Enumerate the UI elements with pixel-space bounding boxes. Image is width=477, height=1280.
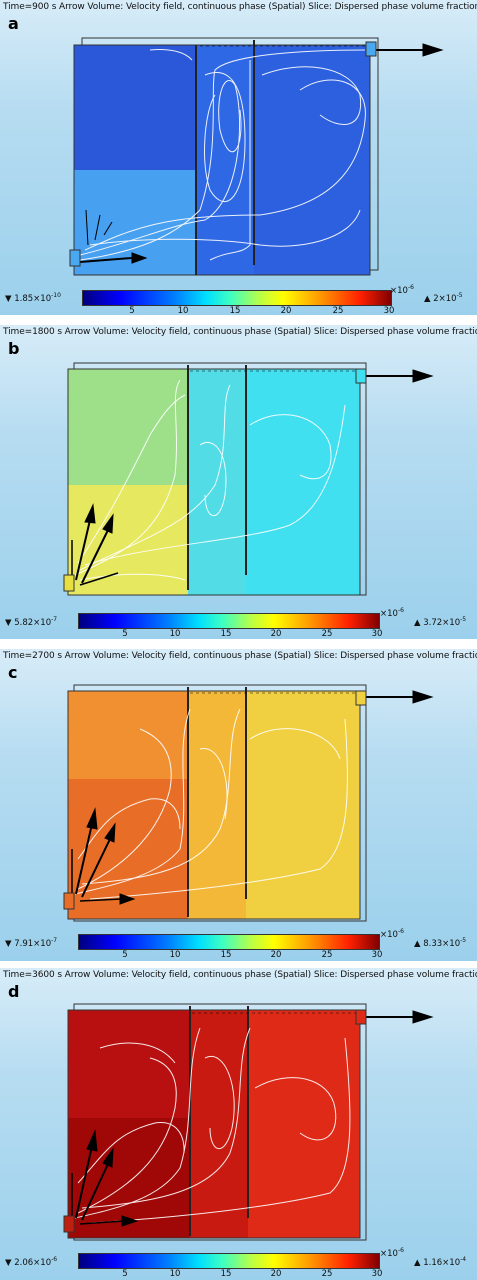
tank-right-compartment	[248, 1010, 360, 1238]
min-value: ▼ 1.85×10-10	[5, 292, 61, 304]
panel-letter: d	[8, 982, 20, 1001]
colorbar-unit: ×10-6	[380, 607, 404, 619]
simulation-plot	[69, 37, 444, 276]
panel-time-label: Time=900 s Arrow Volume: Velocity field,…	[3, 2, 477, 12]
colorbar-tick: 10	[169, 950, 181, 960]
colorbar-tick: 10	[169, 629, 181, 639]
min-value: ▼ 7.91×10-7	[5, 937, 58, 949]
colorbar-tick: 5	[122, 1269, 128, 1279]
outlet	[355, 368, 367, 384]
outlet	[365, 41, 377, 57]
tank-outline	[67, 368, 361, 596]
panel-b: Time=1800 s Arrow Volume: Velocity field…	[0, 325, 477, 639]
colorbar-tick: 10	[177, 306, 189, 315]
tank-middle-compartment	[188, 369, 246, 595]
inlet	[63, 1215, 75, 1233]
panel-letter: a	[8, 14, 19, 33]
velocity-arrows	[71, 1010, 434, 1227]
outlet	[355, 690, 367, 706]
max-value: ▲ 3.72×10-5	[414, 616, 467, 628]
colorbar-unit: ×10-6	[390, 284, 414, 296]
inlet	[69, 249, 81, 267]
colorbar-tick: 20	[280, 306, 292, 315]
colorbar-tick: 10	[169, 1269, 181, 1279]
colorbar	[78, 1253, 380, 1269]
colorbar-tick: 15	[220, 1269, 232, 1279]
streamlines	[74, 708, 348, 900]
colorbar-tick: 15	[229, 306, 241, 315]
colorbar-tick: 25	[321, 629, 333, 639]
panel-d: Time=3600 s Arrow Volume: Velocity field…	[0, 968, 477, 1280]
max-value: ▲ 8.33×10-5	[414, 937, 467, 949]
colorbar-tick: 25	[332, 306, 344, 315]
simulation-plot	[63, 1003, 434, 1241]
colorbar-tick: 30	[371, 950, 383, 960]
colorbar-tick: 15	[220, 950, 232, 960]
tank-outline	[73, 44, 371, 276]
colorbar-unit: ×10-6	[380, 928, 404, 940]
streamlines	[79, 49, 366, 261]
colorbar	[82, 290, 392, 306]
max-value: ▲ 1.16×10-4	[414, 1256, 467, 1268]
colorbar	[78, 934, 380, 950]
panel-a: Time=900 s Arrow Volume: Velocity field,…	[0, 0, 477, 315]
colorbar-tick: 30	[371, 1269, 383, 1279]
min-value: ▼ 5.82×10-7	[5, 616, 58, 628]
colorbar-tick: 5	[122, 950, 128, 960]
colorbar-tick: 5	[129, 306, 135, 315]
velocity-arrows	[79, 43, 444, 264]
tank-right-compartment	[246, 369, 360, 595]
colorbar-tick: 20	[270, 950, 282, 960]
colorbar-tick: 30	[371, 629, 383, 639]
min-value: ▼ 2.06×10-6	[5, 1256, 58, 1268]
panel-time-label: Time=2700 s Arrow Volume: Velocity field…	[3, 651, 477, 661]
velocity-arrows	[71, 690, 434, 905]
colorbar-tick: 30	[383, 306, 395, 315]
velocity-arrows	[71, 369, 434, 587]
tank-right-compartment	[246, 691, 360, 919]
simulation-plot	[63, 684, 434, 922]
tank-outline	[67, 690, 361, 920]
panel-letter: b	[8, 339, 20, 358]
inlet	[63, 574, 75, 592]
colorbar	[78, 613, 380, 629]
panel-time-label: Time=3600 s Arrow Volume: Velocity field…	[3, 970, 477, 980]
max-value: ▲ 2×10-5	[424, 292, 463, 304]
tank-middle-compartment	[190, 1010, 248, 1238]
colorbar-tick: 25	[321, 950, 333, 960]
panel-c: Time=2700 s Arrow Volume: Velocity field…	[0, 649, 477, 961]
outlet	[355, 1009, 367, 1025]
panel-time-label: Time=1800 s Arrow Volume: Velocity field…	[3, 327, 477, 337]
colorbar-tick: 25	[321, 1269, 333, 1279]
streamlines	[74, 1027, 351, 1224]
tank-outline	[67, 1009, 361, 1239]
simulation-plot	[63, 362, 434, 596]
colorbar-tick: 20	[270, 629, 282, 639]
streamlines	[74, 379, 346, 581]
colorbar-tick: 15	[220, 629, 232, 639]
inlet	[63, 892, 75, 910]
colorbar-unit: ×10-6	[380, 1247, 404, 1259]
panel-letter: c	[8, 663, 18, 682]
tank-middle-compartment	[188, 691, 246, 919]
colorbar-tick: 5	[122, 629, 128, 639]
colorbar-tick: 20	[270, 1269, 282, 1279]
tank-right-compartment	[254, 45, 370, 275]
